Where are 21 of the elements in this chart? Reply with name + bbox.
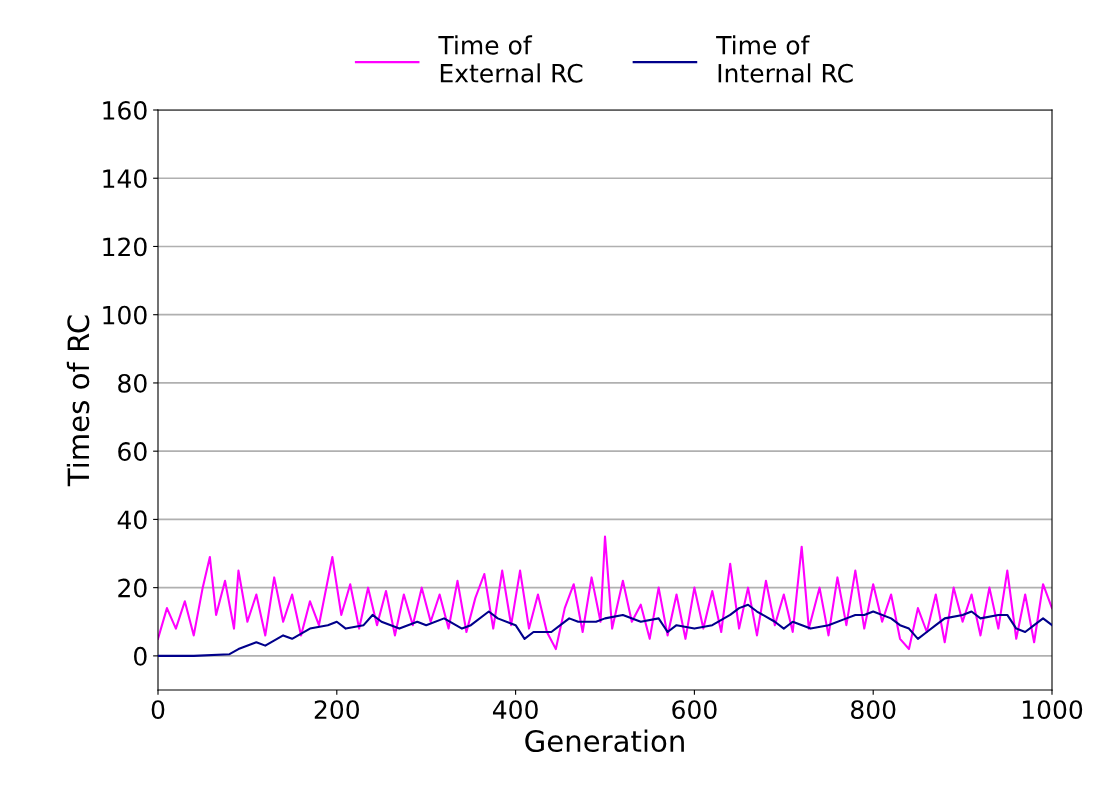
legend-label: Time of Internal RC: [716, 35, 853, 83]
y-tick-label: 20: [118, 578, 147, 598]
legend-label: Time of External RC: [438, 35, 583, 83]
y-tick-label: 0: [134, 646, 147, 666]
line-series: [158, 603, 1052, 657]
x-tick-label: 400: [492, 700, 538, 720]
y-tick-label: 100: [103, 305, 147, 325]
y-tick-label: 40: [117, 510, 147, 530]
x-tick-label: 200: [314, 700, 359, 720]
line-series: [158, 535, 1052, 651]
y-tick-label: 140: [103, 169, 147, 189]
y-tick-label: 120: [103, 237, 147, 257]
x-tick-label: 800: [851, 700, 896, 720]
x-tick-label: 1000: [1022, 700, 1083, 720]
y-tick-label: 160: [103, 100, 147, 120]
x-tick-label: 600: [672, 700, 717, 720]
y-axis-title: Times of RC: [66, 315, 90, 487]
y-tick-label: 80: [118, 373, 147, 393]
x-tick-label: 0: [151, 700, 165, 720]
y-tick-label: 60: [118, 442, 147, 462]
x-axis-title: Generation: [525, 729, 684, 753]
